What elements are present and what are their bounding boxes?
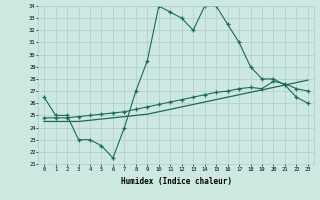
X-axis label: Humidex (Indice chaleur): Humidex (Indice chaleur): [121, 177, 231, 186]
